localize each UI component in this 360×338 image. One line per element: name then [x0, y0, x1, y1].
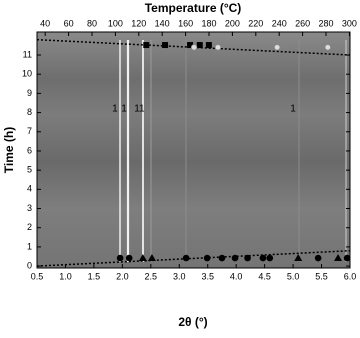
- annotation: 1: [290, 103, 296, 114]
- y-tick-label: 2: [27, 222, 32, 232]
- x2-tick-label: 280: [318, 18, 333, 28]
- marker: [116, 254, 124, 262]
- marker: [314, 254, 322, 262]
- x-tick-label: 3.5: [201, 271, 214, 281]
- x-tick-label: 4.0: [230, 271, 243, 281]
- y-tick-label: 6: [27, 145, 32, 155]
- annotation: 1: [121, 103, 127, 114]
- marker: [214, 44, 222, 51]
- y-tick-label: 7: [27, 126, 32, 136]
- marker: [218, 254, 226, 262]
- x2-tick-label: 200: [225, 18, 240, 28]
- marker: [266, 254, 274, 262]
- marker: [147, 254, 156, 262]
- marker: [231, 254, 239, 262]
- marker: [294, 254, 303, 262]
- plot-background: [37, 32, 350, 268]
- y-tick-label: 5: [27, 165, 32, 175]
- x-tick-label: 6.0: [344, 271, 357, 281]
- plot-frame: [36, 31, 351, 269]
- x2-tick-label: 180: [201, 18, 216, 28]
- y-tick-label: 4: [27, 184, 32, 194]
- x2-tick-label: 240: [272, 18, 287, 28]
- annotation: 11: [134, 103, 145, 114]
- x-tick-label: 4.5: [258, 271, 271, 281]
- marker: [182, 254, 190, 262]
- x2-tick-label: 80: [87, 18, 97, 28]
- x2-axis-label: Temperature (°C): [145, 1, 242, 15]
- marker: [190, 44, 198, 51]
- marker: [259, 254, 267, 262]
- x2-tick-label: 260: [295, 18, 310, 28]
- x2-tick-label: 100: [108, 18, 123, 28]
- diffraction-streaks: [119, 40, 347, 262]
- x2-tick-label: 40: [40, 18, 50, 28]
- marker: [205, 42, 212, 49]
- y-tick-label: 3: [27, 203, 32, 213]
- x-tick-label: 2.5: [145, 271, 158, 281]
- x2-tick-label: 60: [64, 18, 74, 28]
- marker: [138, 254, 147, 262]
- boundary-line: [36, 249, 351, 267]
- y-tick-label: 9: [27, 88, 32, 98]
- marker: [244, 254, 251, 262]
- x2-tick-label: 120: [131, 18, 146, 28]
- marker: [273, 44, 281, 51]
- marker: [196, 42, 203, 49]
- y-axis-label: Time (h): [2, 127, 16, 173]
- x2-tick-label: 300: [342, 18, 357, 28]
- y-tick-label: 10: [22, 69, 32, 79]
- y-tick-label: 0: [27, 260, 32, 270]
- marker: [143, 42, 150, 49]
- x-axis-label: 2θ (°): [178, 315, 207, 329]
- marker: [203, 254, 211, 262]
- y-tick-label: 11: [23, 49, 32, 59]
- marker: [343, 254, 351, 262]
- marker: [334, 254, 343, 262]
- x2-tick-label: 220: [248, 18, 263, 28]
- marker: [162, 42, 169, 49]
- y-tick-label: 8: [27, 107, 32, 117]
- marker: [125, 254, 133, 262]
- x-tick-label: 0.5: [31, 271, 44, 281]
- x-tick-label: 5.5: [315, 271, 328, 281]
- x-tick-label: 3.0: [173, 271, 186, 281]
- y-tick-label: 1: [27, 241, 32, 251]
- annotation: 1: [112, 103, 118, 114]
- marker: [324, 44, 332, 51]
- x2-tick-label: 160: [178, 18, 193, 28]
- marker: [187, 42, 194, 49]
- x-tick-label: 2.0: [116, 271, 129, 281]
- x2-tick-label: 140: [155, 18, 170, 28]
- x-tick-label: 5.0: [287, 271, 300, 281]
- x-tick-label: 1.5: [88, 271, 101, 281]
- x-tick-label: 1.0: [59, 271, 72, 281]
